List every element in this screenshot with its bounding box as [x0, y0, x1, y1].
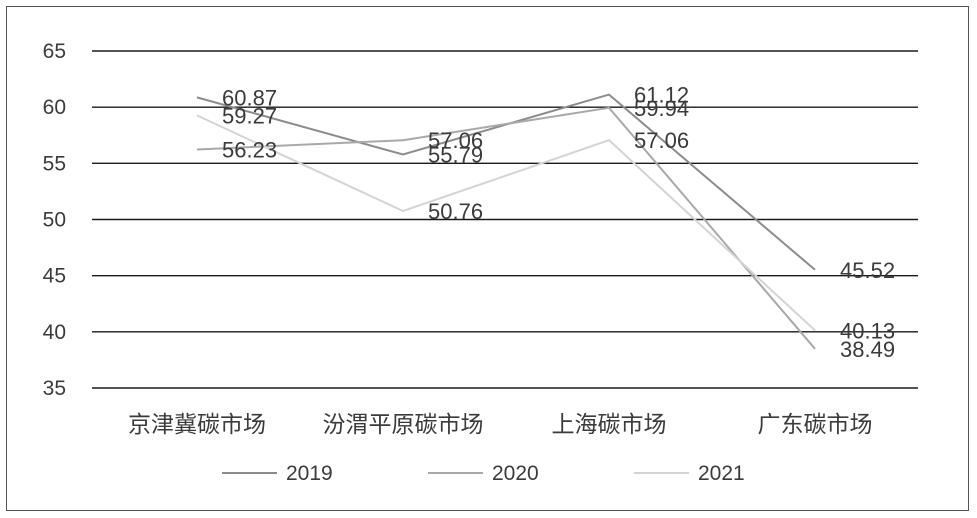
data-label: 60.87: [222, 85, 277, 110]
data-labels: 60.87 55.79 61.12 45.52 56.23 57.06 59.94 38.49…: [222, 83, 895, 362]
data-label: 38.49: [840, 337, 895, 362]
x-category-label: 汾渭平原碳市场: [323, 412, 484, 438]
legend-label: 2021: [698, 462, 745, 485]
y-tick-label: 50: [43, 209, 66, 232]
y-tick-label: 60: [43, 96, 66, 119]
x-category-label: 广东碳市场: [758, 412, 873, 438]
chart-frame: [6, 6, 969, 511]
data-label: 50.76: [428, 199, 483, 224]
data-label: 59.27: [222, 103, 277, 128]
data-label: 40.13: [840, 318, 895, 343]
legend: 2019 2020 2021: [222, 462, 745, 485]
legend-label: 2019: [286, 462, 333, 485]
data-label: 57.06: [428, 128, 483, 153]
x-category-label: 京津冀碳市场: [128, 412, 266, 438]
data-label: 61.12: [634, 83, 689, 108]
data-label: 55.79: [428, 142, 483, 167]
data-label: 59.94: [634, 96, 689, 121]
y-tick-label: 35: [43, 377, 66, 400]
x-axis-category-labels: 京津冀碳市场 汾渭平原碳市场 上海碳市场 广东碳市场: [128, 412, 873, 438]
data-label: 56.23: [222, 138, 277, 163]
y-tick-label: 65: [43, 40, 66, 63]
y-tick-label: 55: [43, 152, 66, 175]
x-category-label: 上海碳市场: [552, 412, 667, 438]
data-label: 45.52: [840, 258, 895, 283]
data-label: 57.06: [634, 128, 689, 153]
series-line-2020: [196, 106, 816, 350]
y-tick-label: 40: [43, 321, 66, 344]
legend-label: 2020: [492, 462, 539, 485]
y-axis-tick-labels: 35 40 45 50 55 60 65: [43, 40, 66, 400]
series-line-2021: [196, 114, 816, 332]
y-tick-label: 45: [43, 265, 66, 288]
series-lines: [196, 93, 816, 350]
gridlines: [92, 50, 918, 389]
